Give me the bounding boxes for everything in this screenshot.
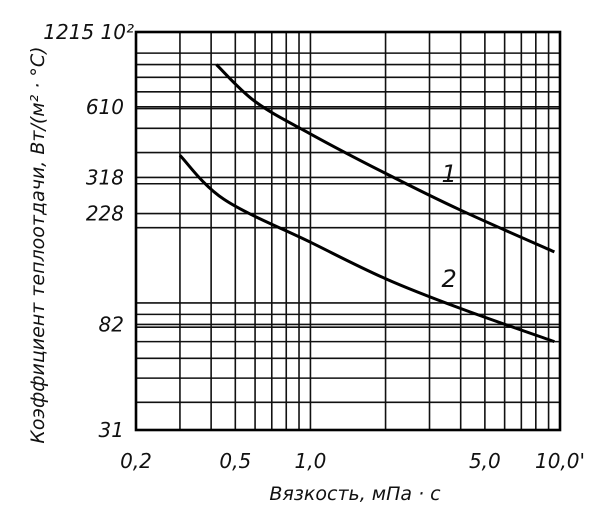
- x-tick-label: 10,0': [535, 449, 585, 473]
- y-tick-label: 228: [86, 202, 124, 226]
- x-tick-label: 0,5: [219, 449, 251, 473]
- y-tick-label: 82: [99, 312, 124, 336]
- plot-frame: [134, 30, 562, 432]
- y-tick-label: 31: [99, 418, 124, 442]
- x-tick-label: 0,2: [120, 449, 152, 473]
- series-1-label: 1: [442, 160, 457, 188]
- y-axis-title: Коэффициент теплоотдачи, Вт/(м² · °С): [27, 46, 49, 443]
- x-tick-label: 5,0: [469, 449, 501, 473]
- curves: [178, 63, 556, 344]
- series-2-line: [178, 154, 555, 344]
- series-2-label: 2: [442, 265, 457, 293]
- x-tick-label: 1,0: [295, 449, 327, 473]
- x-axis-title: Вязкость, мПа · с: [269, 483, 441, 505]
- x-tick-labels: 0,2 0,5 1,0 5,0 10,0': [120, 449, 585, 473]
- y-tick-label: 610: [86, 95, 124, 119]
- series-1-line: [215, 63, 556, 254]
- y-tick-label: 1215 10²: [43, 20, 134, 44]
- y-tick-labels: 31 82 228 318 610 1215 10²: [43, 20, 134, 442]
- grid: [134, 30, 562, 432]
- series-labels: 12: [442, 160, 457, 293]
- y-tick-label: 318: [86, 165, 124, 189]
